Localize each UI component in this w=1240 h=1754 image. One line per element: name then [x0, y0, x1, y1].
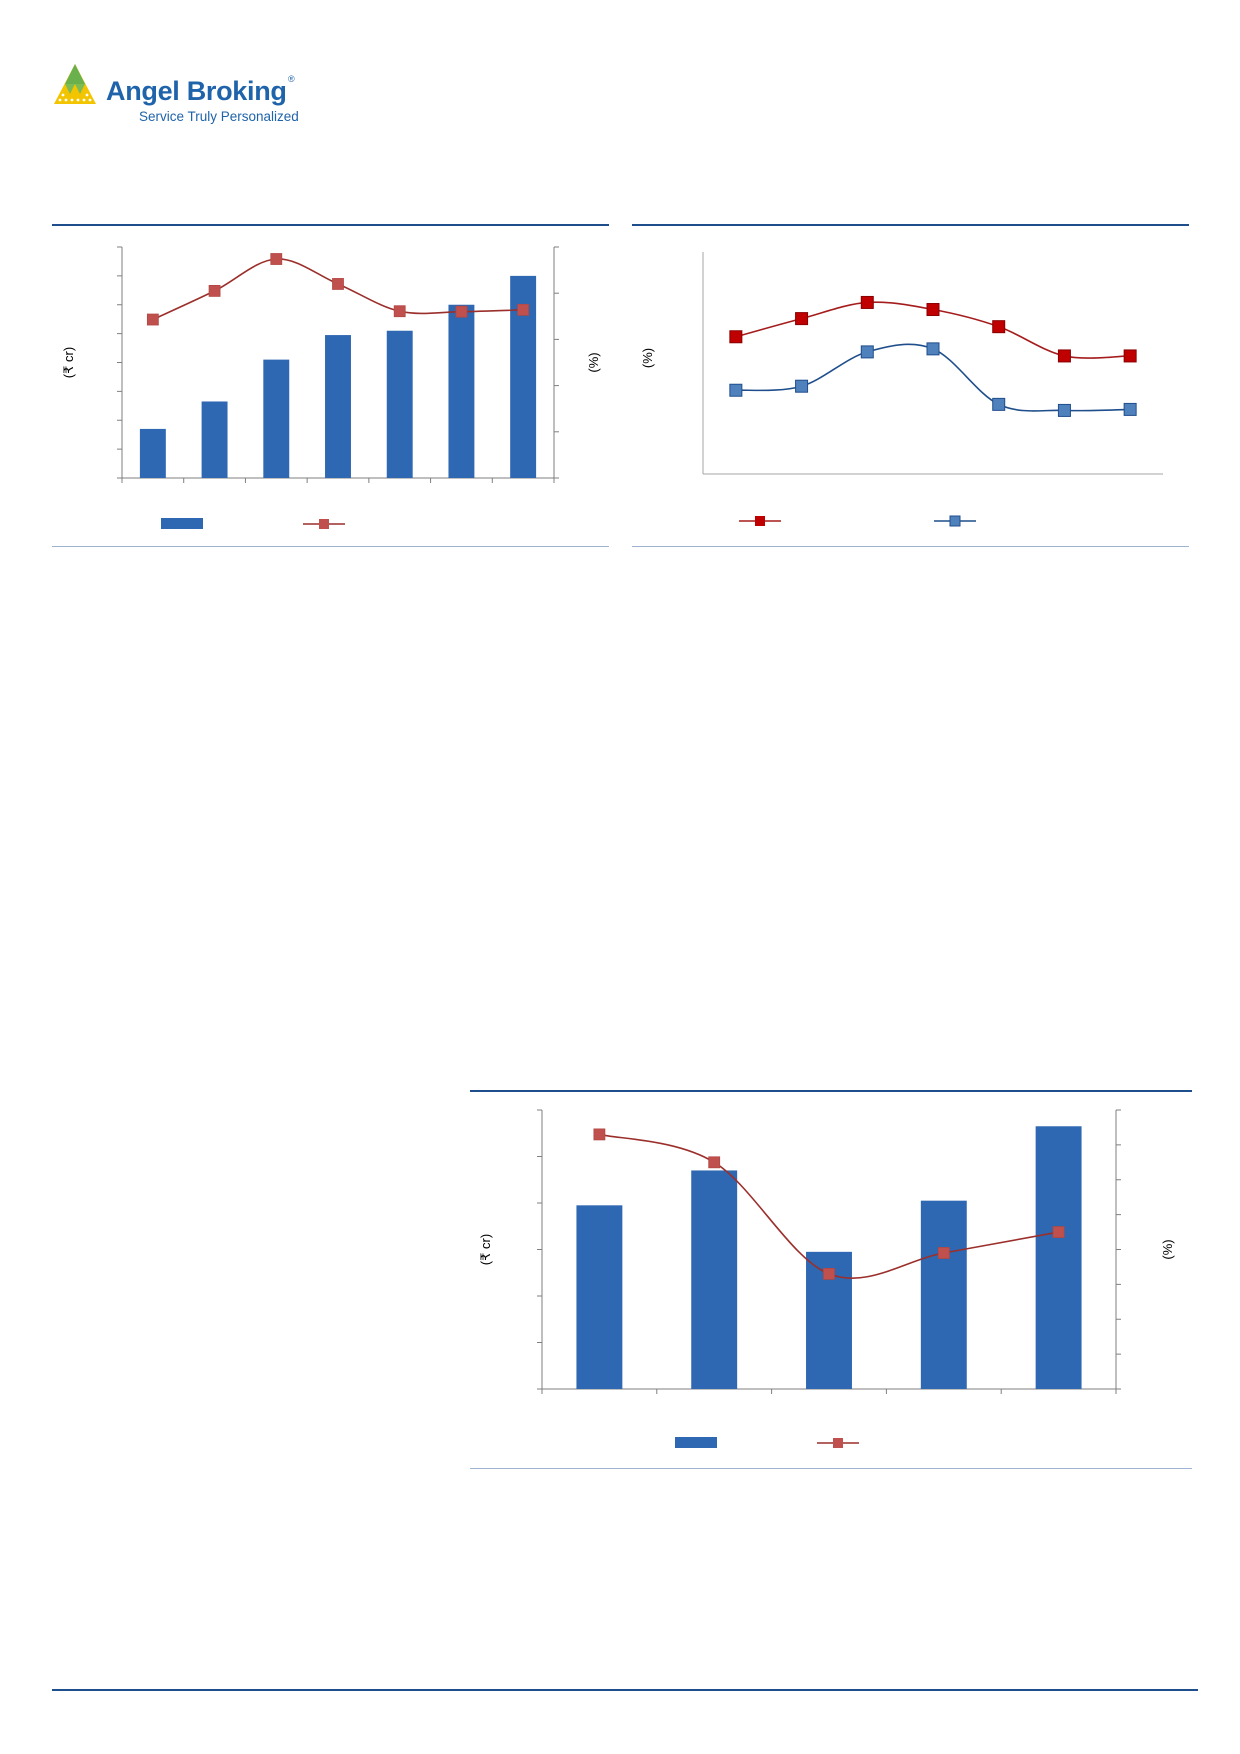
brand-name: Angel Broking [106, 76, 287, 106]
chart1-bar [201, 401, 228, 478]
chart3-right-axis-title: (%) [1160, 1239, 1175, 1259]
chart3-bar [576, 1205, 623, 1389]
chart3-left-axis-title: (₹ cr) [478, 1234, 493, 1265]
chart2-bottom-rule [632, 546, 1189, 547]
chart3-line-point [593, 1128, 606, 1141]
chart1-line-point [517, 303, 530, 316]
chart2-top-rule [632, 224, 1189, 226]
chart-2: (%) [640, 252, 1163, 527]
chart2-series-2-point [860, 345, 874, 359]
chart1-line-point [332, 278, 344, 290]
chart1-bottom-rule [52, 546, 609, 547]
chart3-legend-bar-swatch [675, 1437, 717, 1448]
chart1-bar [263, 359, 290, 478]
chart2-series-1-point [729, 330, 743, 344]
chart1-line-point [208, 284, 221, 297]
chart2-series-2-point [1057, 403, 1071, 417]
pyramid-logo-icon [54, 64, 96, 104]
chart2-series-1-point [795, 312, 809, 326]
chart1-bar [448, 304, 475, 478]
chart1-top-rule [52, 224, 609, 226]
chart3-line-point [937, 1247, 950, 1259]
chart2-series-2-point [729, 383, 743, 397]
chart1-legend-bar-swatch [161, 518, 203, 529]
chart1-left-axis-title: (₹ cr) [61, 347, 76, 378]
chart1-bar [139, 428, 166, 478]
chart1-line-point [455, 305, 468, 318]
chart2-series-1-point [1057, 349, 1071, 363]
chart1-line-point [146, 313, 159, 326]
chart1-legend-line-marker [319, 519, 329, 529]
chart-3: (₹ cr) (%) [478, 1109, 1175, 1448]
chart3-top-rule [470, 1090, 1192, 1092]
registered-mark: ® [288, 74, 295, 84]
chart2-series-1-point [1123, 349, 1137, 363]
chart1-right-axis-title: (%) [586, 352, 601, 372]
chart3-line-point [1052, 1226, 1065, 1238]
chart2-series-1-point [992, 320, 1006, 334]
chart-1: (₹ cr) (%) [61, 246, 601, 529]
chart3-bar [920, 1200, 967, 1389]
chart3-line-point [708, 1156, 721, 1169]
chart2-series-1-point [926, 303, 940, 317]
chart2-legend-series-2-marker [949, 515, 961, 527]
footer-rule [52, 1689, 1198, 1691]
chart3-legend-line-marker [833, 1438, 843, 1448]
chart1-bar [386, 330, 413, 478]
chart2-series-2-point [992, 397, 1006, 411]
chart2-series-1-point [860, 295, 874, 309]
chart2-series-2-point [926, 342, 940, 356]
chart2-series-2-point [1123, 402, 1137, 416]
chart3-bar [691, 1170, 738, 1389]
chart3-bar [1035, 1126, 1082, 1389]
chart1-line-point [393, 305, 406, 318]
chart3-line-point [823, 1268, 835, 1280]
brand-logo: Angel Broking ® Service Truly Personaliz… [52, 62, 312, 132]
brand-tagline: Service Truly Personalized [139, 109, 299, 124]
chart3-bottom-rule [470, 1468, 1192, 1469]
chart1-bar [325, 335, 351, 478]
chart2-series-2-point [795, 379, 809, 393]
chart1-line-point [270, 253, 283, 265]
chart2-legend-series-1-marker [755, 516, 765, 526]
chart2-y-axis-title: (%) [640, 348, 655, 368]
